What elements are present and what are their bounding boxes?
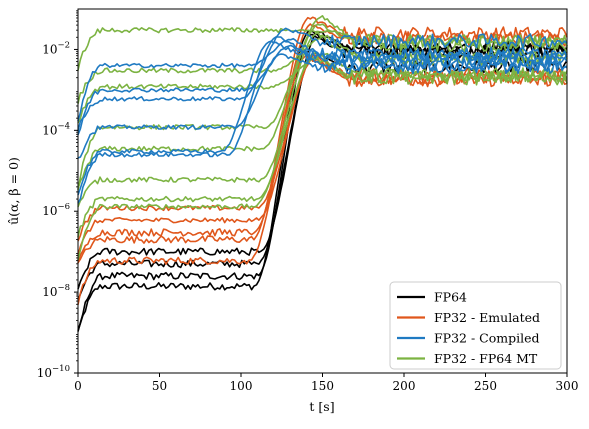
y-tick-label: 10−4 (42, 121, 70, 137)
x-axis-label: t [s] (309, 399, 334, 414)
series-line-fp32-emulated-mode-2 (77, 16, 568, 264)
series-line-fp32-fp64-mt-mode-1 (77, 57, 568, 261)
y-tick-label: 10−2 (42, 40, 70, 56)
legend-entries: FP64 FP32 - Emulated FP32 - Compiled FP32 -… (397, 290, 540, 366)
legend-label: FP32 - Compiled (434, 331, 540, 346)
series-line-fp32-compiled-mode-4 (77, 27, 568, 136)
y-tick-exponent: −2 (57, 40, 70, 50)
y-tick-exponent: −8 (57, 283, 70, 293)
x-tick-label: 300 (556, 379, 579, 393)
x-tick-label: 100 (230, 379, 253, 393)
x-tick-label: 50 (152, 379, 167, 393)
x-axis: 0 50 100 150 200 250 300 (74, 373, 578, 393)
series-line-fp32-compiled-mode-2 (77, 36, 568, 204)
y-tick-exponent: −4 (57, 121, 70, 131)
y-tick-label: 10−10 (37, 364, 70, 380)
series-line-fp32-compiled-mode-6 (77, 37, 568, 122)
legend-label: FP64 (434, 290, 467, 305)
y-tick-base: 10 (42, 204, 57, 218)
y-tick-label: 10−8 (42, 283, 70, 299)
y-axis-label: û(α, β = 0) (6, 157, 21, 225)
y-tick-base: 10 (42, 285, 57, 299)
y-tick-exponent: −6 (57, 202, 70, 212)
x-tick-label: 0 (74, 379, 82, 393)
x-tick-label: 250 (474, 379, 497, 393)
legend-label: FP32 - Emulated (434, 310, 540, 325)
y-tick-exponent: −10 (52, 364, 70, 374)
y-tick-base: 10 (42, 123, 57, 137)
y-tick-label: 10−6 (42, 202, 70, 218)
y-tick-base: 10 (42, 42, 57, 56)
y-tick-base: 10 (37, 366, 52, 380)
series-line-fp64-mode-3 (77, 52, 568, 301)
legend-box (389, 281, 562, 370)
series-line-fp32-fp64-mt-mode-2 (77, 52, 568, 238)
series-line-fp32-emulated-mode-5 (77, 54, 568, 242)
series-line-fp32-compiled-mode-5 (77, 44, 568, 132)
legend: FP64 FP32 - Emulated FP32 - Compiled FP32 -… (389, 281, 562, 370)
legend-label: FP32 - FP64 MT (434, 351, 538, 366)
series-line-fp32-fp64-mt-mode-8 (77, 27, 568, 71)
x-tick-label: 200 (393, 379, 416, 393)
series-layer (77, 15, 568, 332)
series-line-fp32-emulated-mode-4 (77, 57, 568, 256)
x-tick-label: 150 (311, 379, 334, 393)
